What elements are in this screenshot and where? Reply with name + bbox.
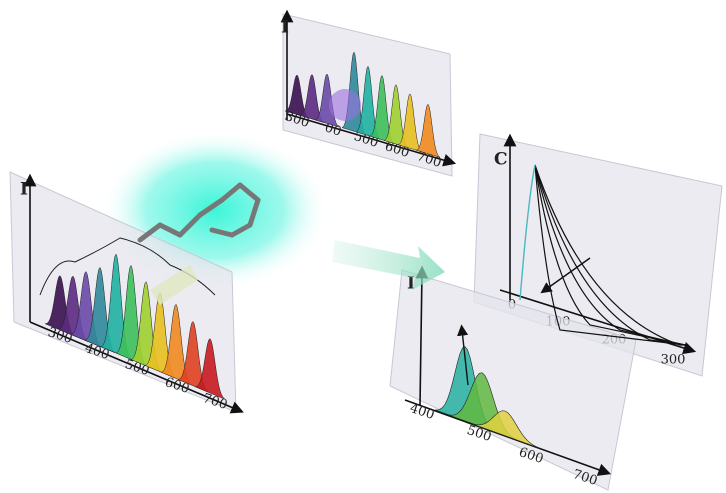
axis-label: I (281, 18, 289, 38)
illustration: I300400500600700I30000500600700C01002003… (0, 0, 726, 493)
axis-label: I (20, 180, 28, 200)
axis-label: C (494, 150, 508, 170)
bubble (329, 89, 361, 121)
panels: I300400500600700I30000500600700C01002003… (10, 14, 722, 490)
tick-label: 300 (661, 353, 686, 368)
